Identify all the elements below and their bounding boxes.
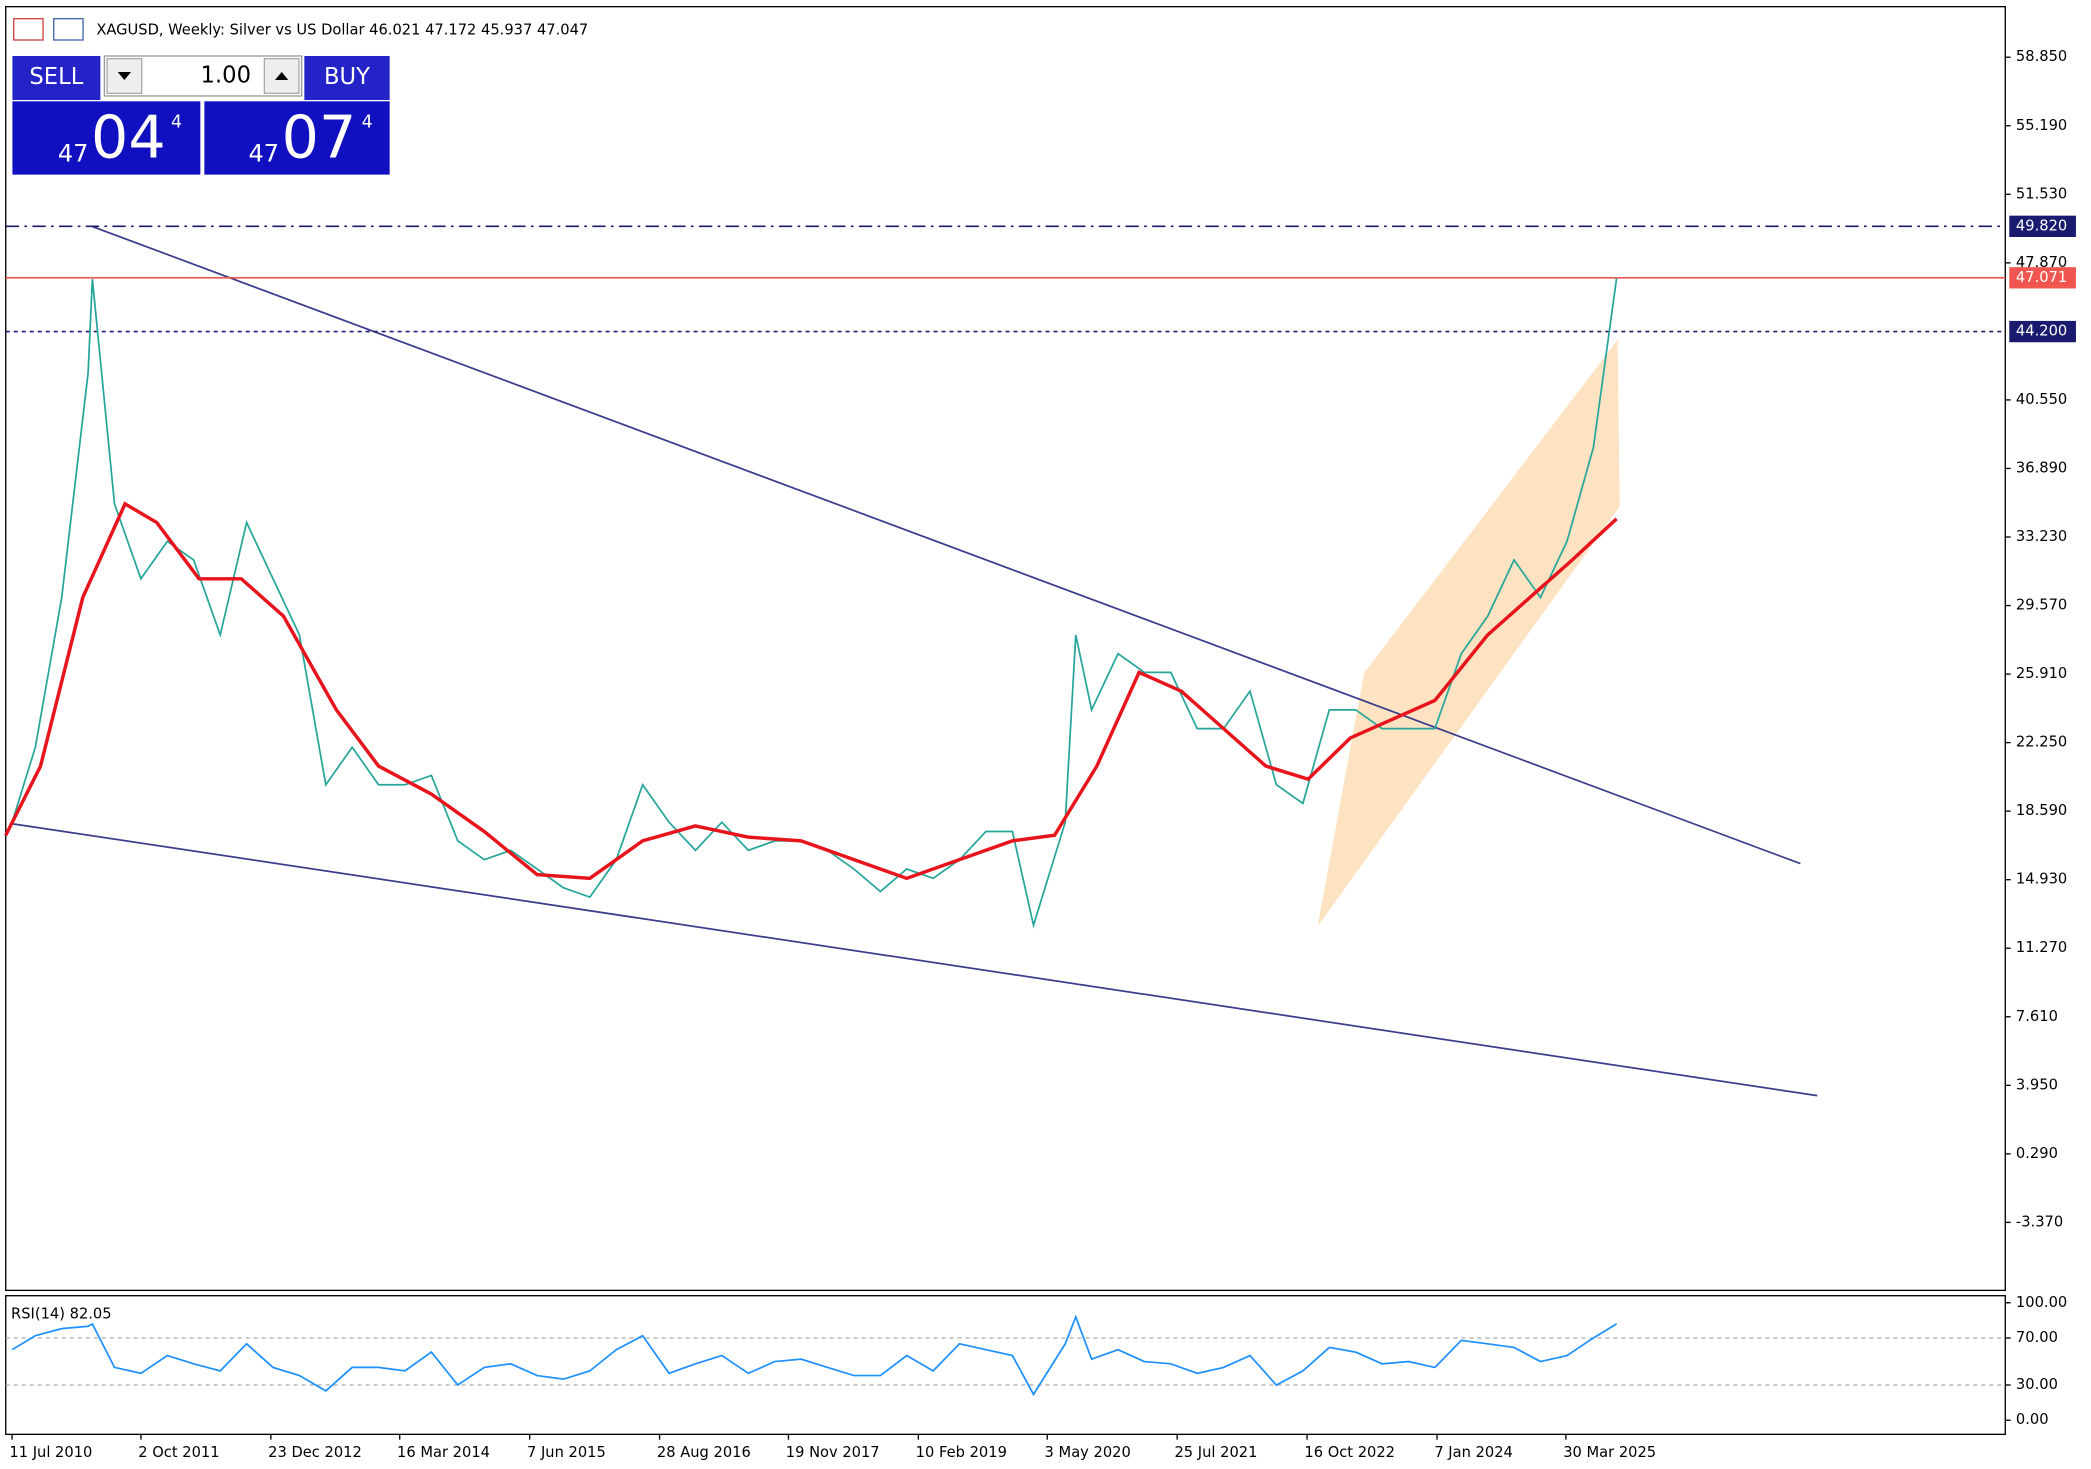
buy-label: BUY: [324, 64, 370, 90]
main-pane: [5, 5, 2006, 1292]
price-channel: [1317, 339, 1620, 927]
volume-up[interactable]: [263, 57, 300, 94]
x-tick-label: 16 Mar 2014: [397, 1444, 490, 1461]
trend-line: [11, 822, 1818, 1097]
x-tick-label: 11 Jul 2010: [9, 1444, 92, 1461]
x-tick-label: 28 Aug 2016: [657, 1444, 751, 1461]
bid-big: 47: [58, 140, 89, 168]
y-tick-label: 0.290: [2016, 1145, 2058, 1162]
price-level-label: 47.071: [2016, 269, 2067, 286]
y-tick-label: 11.270: [2016, 939, 2067, 956]
x-tick-label: 3 May 2020: [1045, 1444, 1131, 1461]
y-tick-label: 40.550: [2016, 391, 2067, 408]
buy-button[interactable]: [304, 55, 390, 100]
y-tick-label: 47.870: [2016, 254, 2067, 271]
y-tick-label: 22.250: [2016, 734, 2067, 751]
y-tick-label: 36.890: [2016, 459, 2067, 476]
x-tick-label: 7 Jun 2015: [527, 1444, 606, 1461]
y-tick-label: 0.00: [2016, 1411, 2049, 1428]
y-tick-label: 18.590: [2016, 802, 2067, 819]
y-tick-label: -3.370: [2016, 1213, 2063, 1230]
x-tick-label: 25 Jul 2021: [1174, 1444, 1257, 1461]
y-tick-label: 70.00: [2016, 1329, 2058, 1346]
ask-big: 47: [248, 140, 279, 168]
y-tick-label: 7.610: [2016, 1008, 2058, 1025]
ask-small: 4: [362, 113, 373, 133]
rsi-pane: [5, 1295, 2006, 1436]
y-tick-label: 29.570: [2016, 597, 2067, 614]
y-tick-label: 33.230: [2016, 528, 2067, 545]
y-tick-label: 51.530: [2016, 185, 2067, 202]
sell-button[interactable]: [12, 55, 101, 100]
y-tick-label: 100.00: [2016, 1294, 2067, 1311]
y-tick-label: 14.930: [2016, 871, 2067, 888]
volume-value[interactable]: 1.00: [201, 62, 251, 88]
bid-small: 4: [171, 113, 182, 133]
down-arrow: [117, 71, 132, 80]
price-level-tag: [2009, 320, 2076, 343]
menu-icon[interactable]: [13, 17, 44, 41]
x-tick-label: 7 Jan 2024: [1434, 1444, 1513, 1461]
plots: 58.850 55.190 51.530 47.870 40.550 36.890 33.2…: [4, 48, 2076, 1461]
x-tick-label: 23 Dec 2012: [268, 1444, 362, 1461]
y-tick-label: 3.950: [2016, 1076, 2058, 1093]
indicator-title: RSI(14) 82.05: [11, 1305, 112, 1322]
up-arrow: [275, 71, 289, 80]
y-tick-label: 30.00: [2016, 1376, 2058, 1393]
x-tick-label: 30 Mar 2025: [1563, 1444, 1656, 1461]
price-level-label: 49.820: [2016, 217, 2067, 234]
y-tick-label: 25.910: [2016, 665, 2067, 682]
price-level-tag: [2009, 267, 2076, 289]
price-level-label: 44.200: [2016, 323, 2067, 340]
trade-panel: SELL BUY 1.00 47 04 4 47 07 4: [12, 55, 390, 175]
bid-box[interactable]: [12, 101, 201, 175]
x-tick-label: 10 Feb 2019: [916, 1444, 1007, 1461]
trend-line: [92, 225, 1801, 865]
y-tick-label: 55.190: [2016, 117, 2067, 134]
y-tick-label: 58.850: [2016, 48, 2067, 65]
ask-main: 07: [282, 103, 357, 171]
chart-icon[interactable]: [53, 17, 84, 41]
price-level-tag: [2009, 215, 2076, 237]
x-tick-label: 19 Nov 2017: [786, 1444, 880, 1461]
sell-label: SELL: [29, 64, 83, 90]
moving-average: [4, 501, 1618, 881]
series-line: [11, 1314, 1618, 1397]
bid-main: 04: [91, 103, 166, 171]
x-tick-label: 2 Oct 2011: [138, 1444, 219, 1461]
ask-box[interactable]: [204, 101, 390, 175]
x-tick-label: 16 Oct 2022: [1304, 1444, 1395, 1461]
symbol-header: XAGUSD, Weekly: Silver vs US Dollar 46.0…: [96, 22, 588, 39]
